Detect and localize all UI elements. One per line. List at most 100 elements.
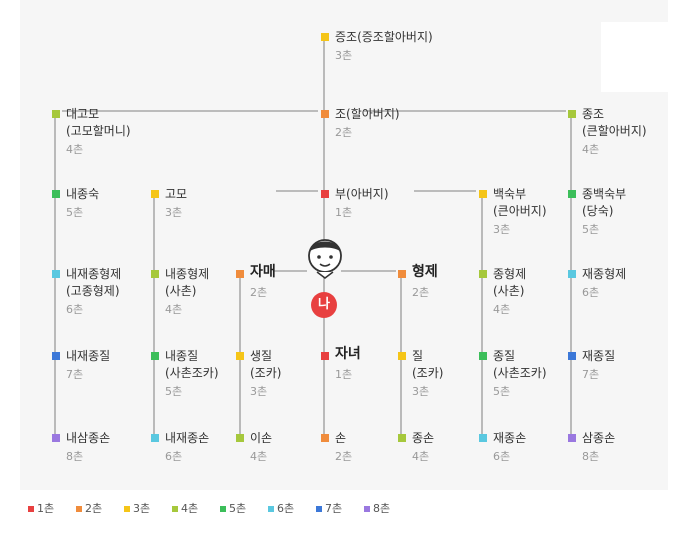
- relative-degree: 3촌: [250, 385, 268, 398]
- degree-marker: [52, 190, 60, 198]
- relative-degree: 4촌: [412, 450, 430, 463]
- degree-marker: [321, 110, 329, 118]
- relative-degree: 4촌: [582, 143, 600, 156]
- relative-name: 내종질 (사촌조카): [165, 349, 219, 380]
- degree-marker: [398, 352, 406, 360]
- degree-marker: [568, 270, 576, 278]
- degree-marker: [479, 434, 487, 442]
- relative-name: 이손: [250, 431, 273, 445]
- relative-degree: 2촌: [412, 286, 430, 299]
- degree-marker: [568, 110, 576, 118]
- degree-marker: [568, 352, 576, 360]
- relative-name: 내재종형제 (고종형제): [66, 267, 122, 298]
- legend-label: 4촌: [181, 502, 199, 515]
- relative-degree: 4촌: [165, 303, 183, 316]
- relative-name: 종손: [412, 431, 435, 445]
- legend-swatch: [220, 506, 226, 512]
- relative-degree: 5촌: [582, 223, 600, 236]
- degree-marker: [52, 270, 60, 278]
- relative-name: 백숙부 (큰아버지): [493, 187, 547, 218]
- relative-name: 대고모 (고모할머니): [66, 107, 131, 138]
- degree-marker: [479, 352, 487, 360]
- degree-marker: [479, 190, 487, 198]
- relative-name: 증조(증조할아버지): [335, 30, 433, 44]
- relative-name: 종백숙부 (당숙): [582, 187, 627, 218]
- degree-marker: [151, 434, 159, 442]
- relative-degree: 2촌: [250, 286, 268, 299]
- relative-name: 부(아버지): [335, 187, 389, 201]
- degree-marker: [52, 110, 60, 118]
- degree-marker: [236, 270, 244, 278]
- legend-label: 8촌: [373, 502, 391, 515]
- relative-degree: 4촌: [250, 450, 268, 463]
- relative-name: 조(할아버지): [335, 107, 400, 121]
- relative-degree: 3촌: [412, 385, 430, 398]
- me-badge: 나: [311, 292, 337, 318]
- relative-degree: 2촌: [335, 126, 353, 139]
- degree-marker: [398, 434, 406, 442]
- relative-degree: 2촌: [335, 450, 353, 463]
- relative-degree: 5촌: [493, 385, 511, 398]
- degree-marker: [398, 270, 406, 278]
- legend-swatch: [28, 506, 34, 512]
- relative-name: 종질 (사촌조카): [493, 349, 547, 380]
- relative-name: 질 (조카): [412, 349, 444, 380]
- relative-name: 자녀: [335, 346, 361, 362]
- corner-cutout: [601, 22, 678, 92]
- relative-degree: 4촌: [66, 143, 84, 156]
- relative-name: 재종형제: [582, 267, 627, 281]
- degree-marker: [321, 434, 329, 442]
- legend-label: 3촌: [133, 502, 151, 515]
- degree-marker: [52, 434, 60, 442]
- legend-swatch: [172, 506, 178, 512]
- relative-degree: 5촌: [165, 385, 183, 398]
- relative-degree: 6촌: [493, 450, 511, 463]
- degree-marker: [568, 434, 576, 442]
- relative-degree: 3촌: [335, 49, 353, 62]
- relative-degree: 6촌: [66, 303, 84, 316]
- relative-name: 생질 (조카): [250, 349, 282, 380]
- relative-degree: 8촌: [582, 450, 600, 463]
- relative-degree: 1촌: [335, 368, 353, 381]
- relative-degree: 1촌: [335, 206, 353, 219]
- relative-name: 자매: [250, 264, 276, 280]
- degree-marker: [321, 190, 329, 198]
- relative-degree: 7촌: [66, 368, 84, 381]
- legend-label: 6촌: [277, 502, 295, 515]
- relative-name: 내종숙: [66, 187, 100, 201]
- degree-marker: [52, 352, 60, 360]
- relative-degree: 6촌: [582, 286, 600, 299]
- relative-name: 내재종질: [66, 349, 111, 363]
- relative-degree: 5촌: [66, 206, 84, 219]
- degree-marker: [321, 33, 329, 41]
- relative-degree: 8촌: [66, 450, 84, 463]
- legend-label: 5촌: [229, 502, 247, 515]
- degree-marker: [321, 352, 329, 360]
- legend-swatch: [76, 506, 82, 512]
- relative-name: 재종손: [493, 431, 527, 445]
- relative-degree: 7촌: [582, 368, 600, 381]
- legend-swatch: [364, 506, 370, 512]
- degree-marker: [151, 352, 159, 360]
- legend-swatch: [124, 506, 130, 512]
- relative-name: 내종형제 (사촌): [165, 267, 210, 298]
- relative-degree: 3촌: [165, 206, 183, 219]
- relative-name: 내삼종손: [66, 431, 111, 445]
- relative-degree: 6촌: [165, 450, 183, 463]
- relative-name: 고모: [165, 187, 188, 201]
- legend-label: 1촌: [37, 502, 55, 515]
- person-icon: [308, 239, 342, 279]
- legend-label: 7촌: [325, 502, 343, 515]
- legend-swatch: [268, 506, 274, 512]
- relative-name: 재종질: [582, 349, 616, 363]
- legend-swatch: [316, 506, 322, 512]
- legend-label: 2촌: [85, 502, 103, 515]
- diagram-panel: [20, 0, 668, 490]
- relative-name: 내재종손: [165, 431, 210, 445]
- relative-name: 종조 (큰할아버지): [582, 107, 647, 138]
- me-avatar: [303, 234, 347, 286]
- degree-marker: [479, 270, 487, 278]
- degree-marker: [236, 434, 244, 442]
- degree-marker: [151, 270, 159, 278]
